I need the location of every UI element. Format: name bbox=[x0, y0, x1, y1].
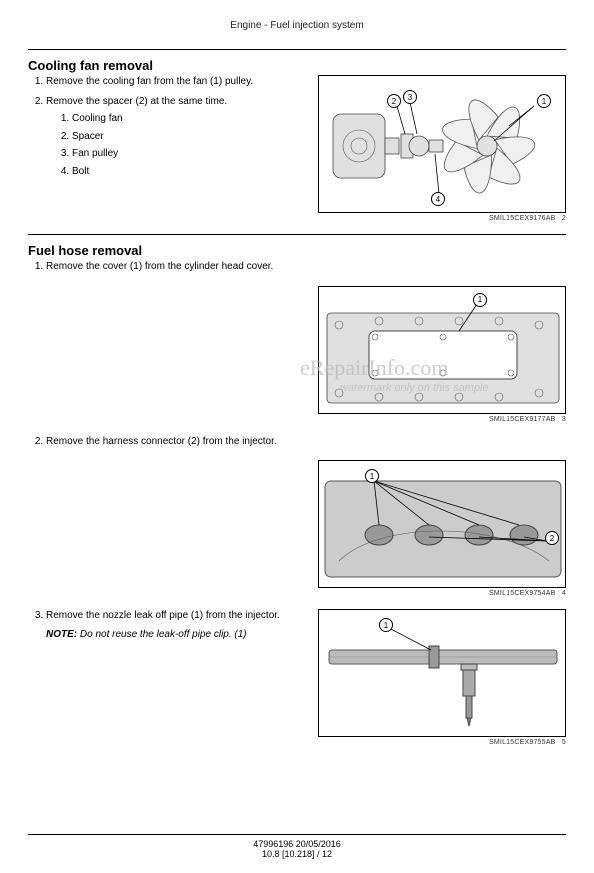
figure-harness: 1 2 bbox=[318, 460, 566, 588]
figure-num: 5 bbox=[562, 739, 566, 746]
figure-num: 4 bbox=[562, 590, 566, 597]
figure-ref: SMIL15CEX9176AB bbox=[489, 215, 555, 222]
figure-ref: SMIL15CEX9754AB bbox=[489, 590, 555, 597]
step-text: Remove the nozzle leak off pipe (1) from… bbox=[46, 609, 308, 623]
leakoff-illustration bbox=[319, 610, 567, 738]
divider bbox=[28, 49, 566, 50]
note-text: Do not reuse the leak-off pipe clip. (1) bbox=[77, 629, 247, 640]
footer-page: 10.8 [10.218] / 12 bbox=[0, 849, 594, 859]
divider bbox=[28, 234, 566, 235]
callout-1: 1 bbox=[537, 94, 551, 108]
fuel-hose-step2: Remove the harness connector (2) from th… bbox=[28, 435, 566, 598]
callout-3: 3 bbox=[403, 90, 417, 104]
page-footer: 47996196 20/05/2016 10.8 [10.218] / 12 bbox=[0, 834, 594, 859]
sublist-item: Spacer bbox=[72, 130, 308, 144]
section-title-fuel-hose: Fuel hose removal bbox=[28, 243, 566, 258]
callout-1: 1 bbox=[473, 293, 487, 307]
page-header: Engine - Fuel injection system bbox=[28, 20, 566, 31]
callout-4: 4 bbox=[431, 192, 445, 206]
figure-num: 3 bbox=[562, 416, 566, 423]
figure-caption: SMIL15CEX9755AB 5 bbox=[318, 739, 566, 746]
step-text: Remove the spacer (2) at the same time. … bbox=[46, 95, 308, 179]
note: NOTE: Do not reuse the leak-off pipe cli… bbox=[28, 629, 308, 640]
leakoff-figure-col: 1 SMIL15CEX9755AB 5 bbox=[318, 609, 566, 746]
callout-1: 1 bbox=[365, 469, 379, 483]
callout-1: 1 bbox=[379, 618, 393, 632]
figure-num: 2 bbox=[562, 215, 566, 222]
figure-ref: SMIL15CEX9755AB bbox=[489, 739, 555, 746]
fuel-hose-step1: Remove the cover (1) from the cylinder h… bbox=[28, 260, 566, 423]
head-cover-illustration bbox=[319, 287, 567, 415]
step-text: Remove the cover (1) from the cylinder h… bbox=[46, 260, 273, 274]
figure-head-cover: 1 bbox=[318, 286, 566, 414]
cooling-fan-text: Remove the cooling fan from the fan (1) … bbox=[28, 75, 318, 184]
sublist-item: Bolt bbox=[72, 165, 308, 179]
cooling-fan-row: Remove the cooling fan from the fan (1) … bbox=[28, 75, 566, 222]
cooling-fan-figure-col: 1 3 2 4 SMIL15CEX9176AB 2 bbox=[318, 75, 566, 222]
figure-caption: SMIL15CEX9754AB 4 bbox=[318, 590, 566, 597]
figure-caption: SMIL15CEX9176AB 2 bbox=[318, 215, 566, 222]
harness-illustration bbox=[319, 461, 567, 589]
sublist-item: Fan pulley bbox=[72, 147, 308, 161]
footer-doc: 47996196 20/05/2016 bbox=[0, 839, 594, 849]
footer-divider bbox=[28, 834, 566, 835]
step3-text: Remove the nozzle leak off pipe (1) from… bbox=[28, 609, 318, 640]
sublist-item: Cooling fan bbox=[72, 112, 308, 126]
step-text: Remove the harness connector (2) from th… bbox=[46, 435, 277, 449]
figure-caption: SMIL15CEX9177AB 3 bbox=[318, 416, 566, 423]
section-title-cooling-fan: Cooling fan removal bbox=[28, 58, 566, 73]
figure-leakoff: 1 bbox=[318, 609, 566, 737]
note-label: NOTE: bbox=[46, 629, 77, 640]
figure-cooling-fan: 1 3 2 4 bbox=[318, 75, 566, 213]
callout-2: 2 bbox=[387, 94, 401, 108]
callout-2: 2 bbox=[545, 531, 559, 545]
fuel-hose-step3: Remove the nozzle leak off pipe (1) from… bbox=[28, 609, 566, 746]
step-text-inner: Remove the spacer (2) at the same time. bbox=[46, 96, 227, 107]
step-text: Remove the cooling fan from the fan (1) … bbox=[46, 75, 308, 89]
figure-ref: SMIL15CEX9177AB bbox=[489, 416, 555, 423]
